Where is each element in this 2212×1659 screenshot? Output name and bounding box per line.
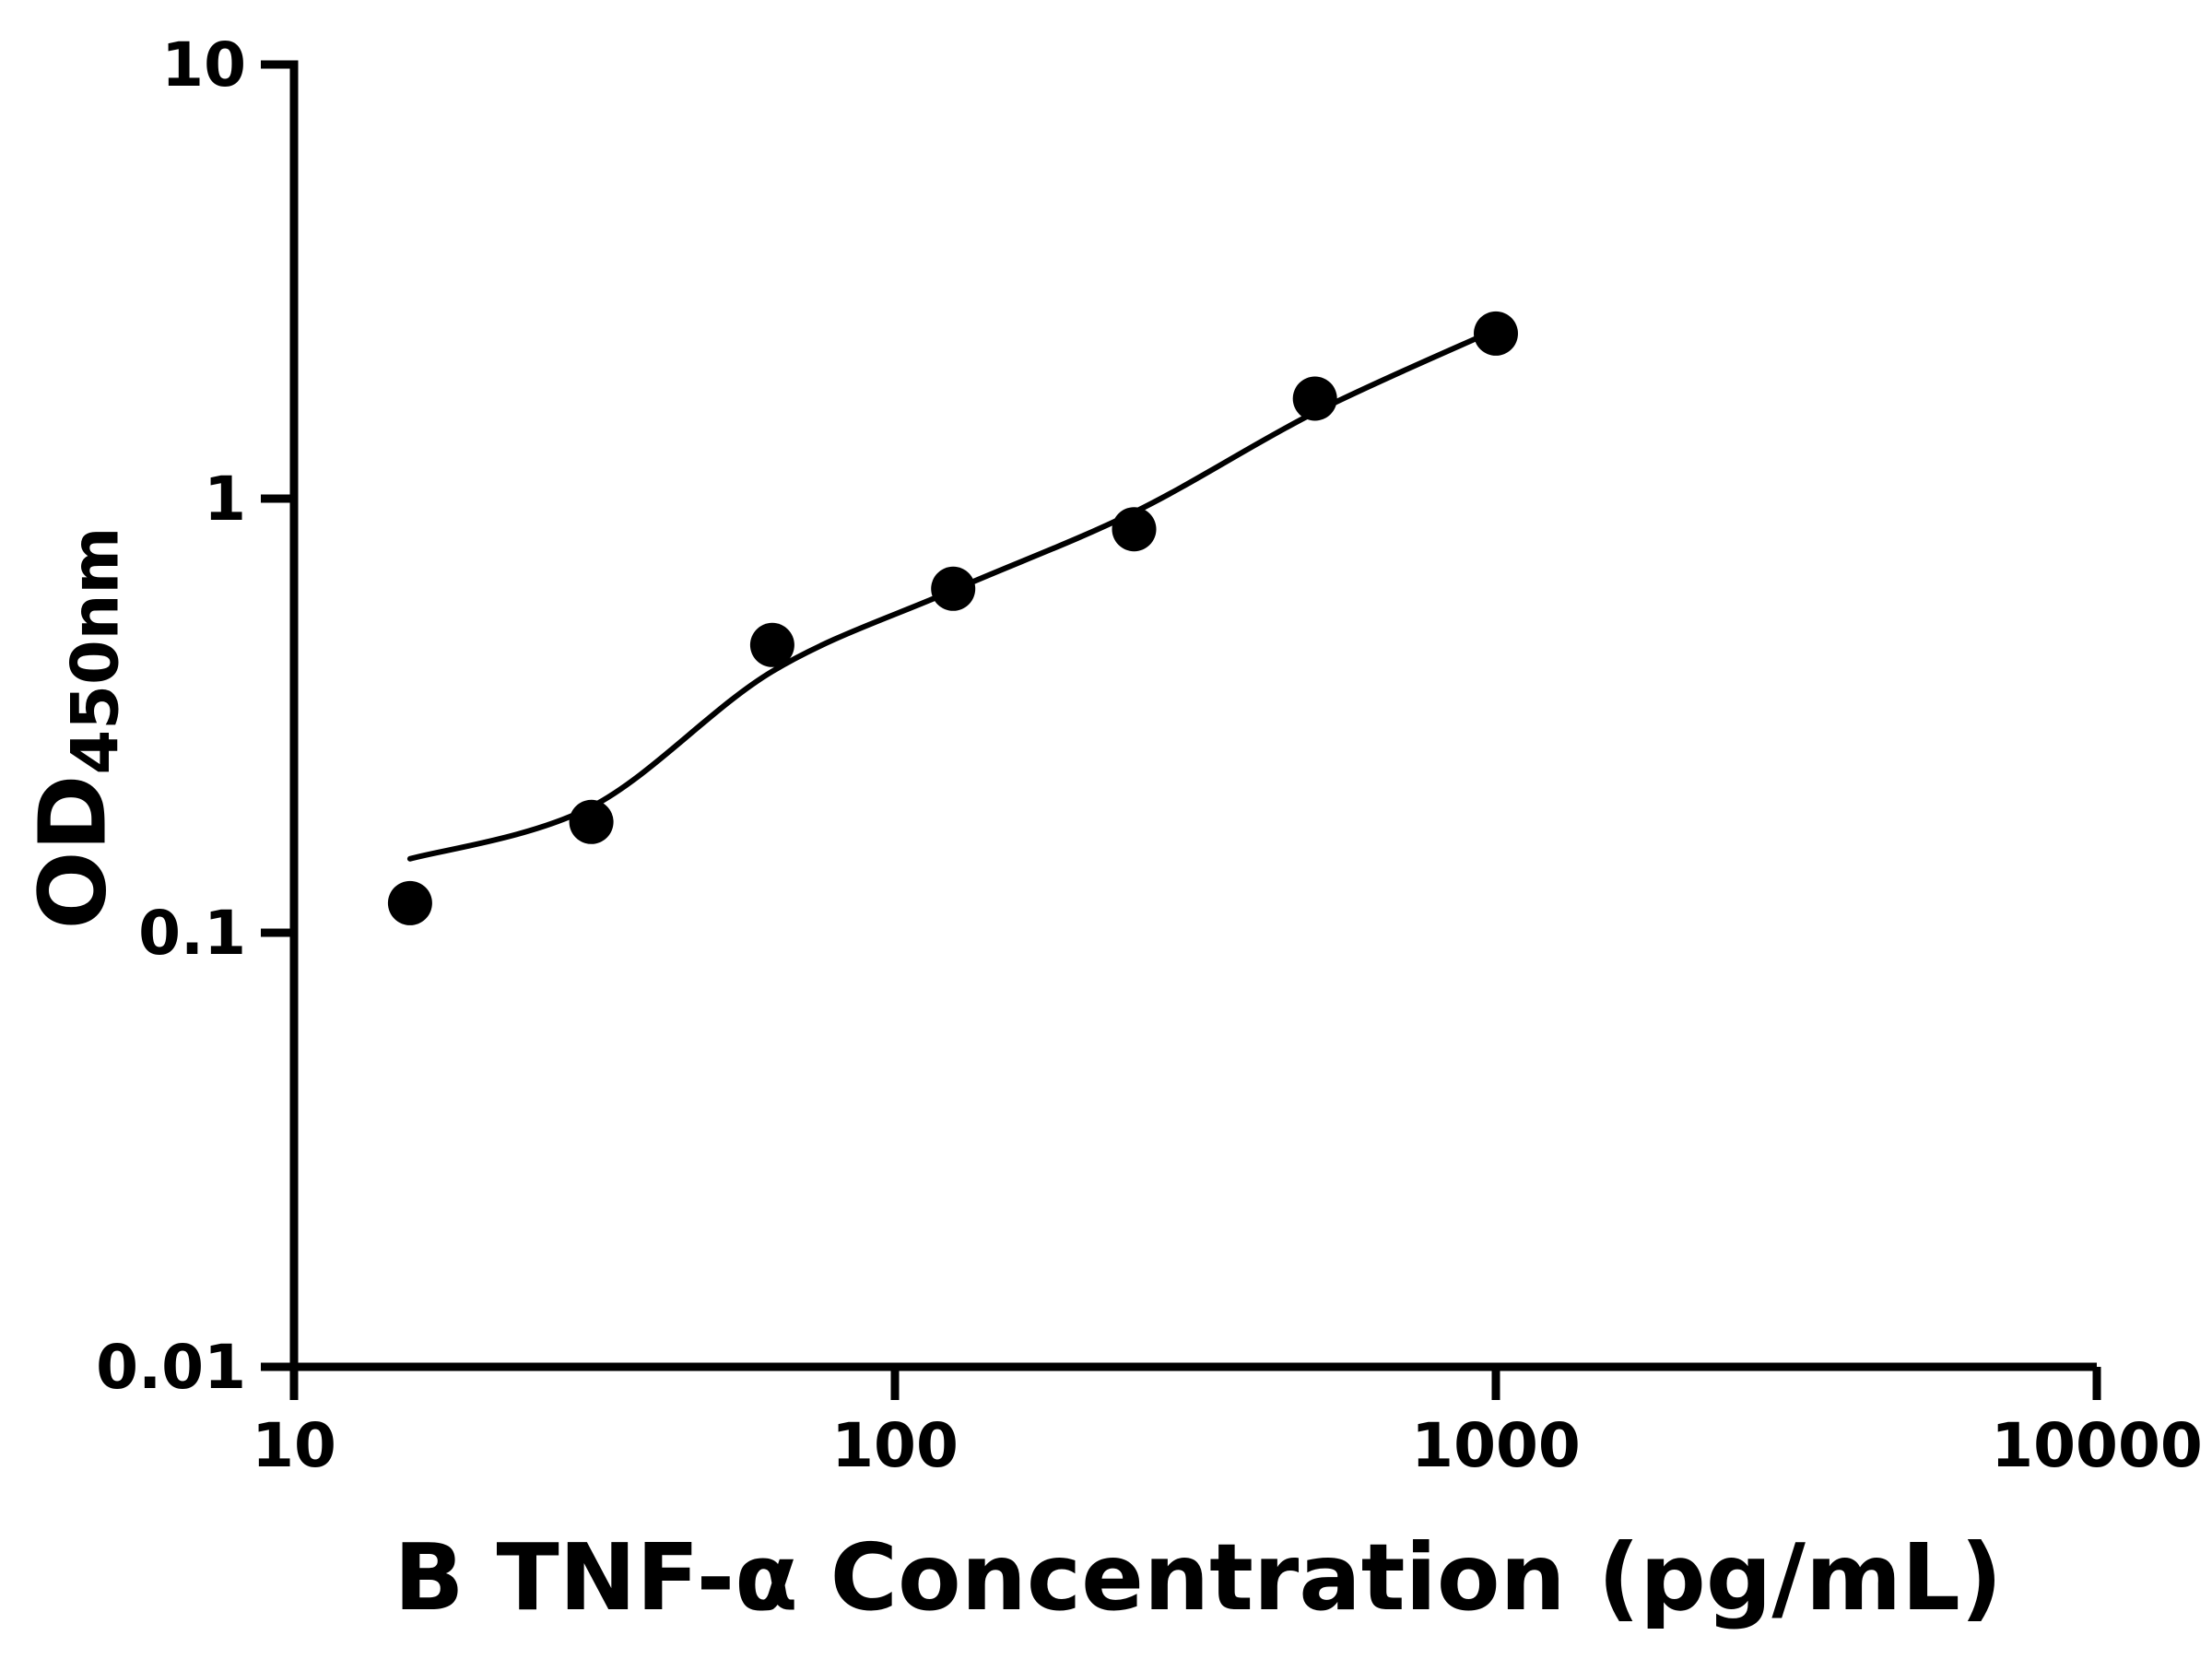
data-point	[569, 799, 614, 844]
axis-lines	[289, 60, 2097, 1371]
x-tick-label: 1000	[1411, 1410, 1581, 1481]
data-point	[1112, 507, 1157, 552]
y-axis-title: OD450nm	[19, 527, 134, 930]
y-tick-label: 10	[161, 29, 246, 100]
data-point	[931, 566, 976, 611]
y-axis-title-subscript: 450nm	[57, 526, 134, 775]
x-tick-label: 10	[252, 1410, 336, 1481]
data-point	[1474, 311, 1518, 356]
y-axis-title-main: OD	[18, 774, 127, 930]
x-tick-label: 10000	[1991, 1410, 2203, 1481]
data-point	[749, 622, 794, 667]
y-tick-label: 1	[204, 464, 246, 535]
x-axis-title: B TNF-α Concentration (pg/mL)	[394, 1524, 2003, 1631]
y-tick-label: 0.01	[96, 1332, 246, 1403]
x-tick-label: 100	[831, 1410, 959, 1481]
data-point	[1292, 376, 1337, 421]
y-tick-label: 0.1	[138, 898, 246, 969]
data-point	[387, 880, 432, 925]
